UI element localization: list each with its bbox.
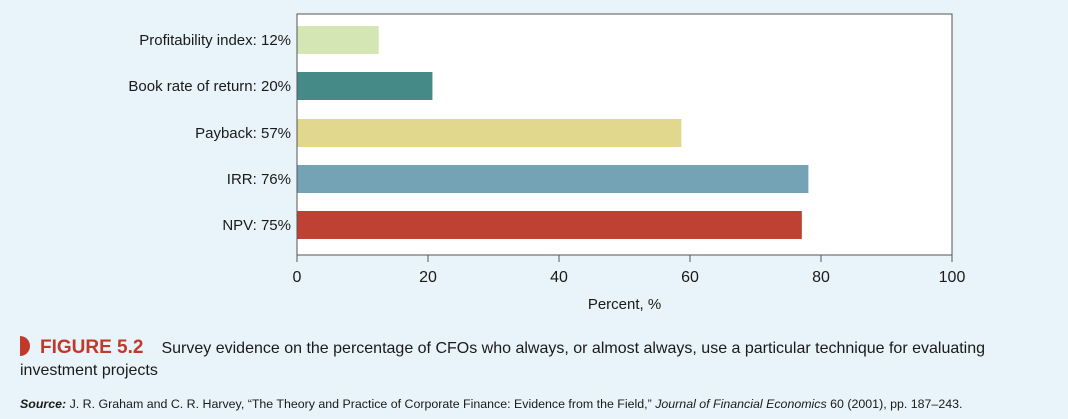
bar-2 <box>297 119 682 147</box>
category-label-1: Book rate of return: 20% <box>128 78 291 95</box>
x-axis-ticks: 0 20 40 60 80 100 <box>293 255 966 286</box>
x-tick-label-4: 80 <box>812 269 830 286</box>
category-label-4: NPV: 75% <box>222 217 291 234</box>
figure-number: FIGURE 5.2 <box>40 337 144 358</box>
source-label: Source: <box>20 397 67 411</box>
x-tick-label-3: 60 <box>681 269 699 286</box>
x-tick-label-0: 0 <box>293 269 302 286</box>
x-tick-label-2: 40 <box>550 269 568 286</box>
x-axis-title: Percent, % <box>588 296 661 313</box>
figure-caption: FIGURE 5.2 Survey evidence on the percent… <box>20 336 1050 382</box>
category-labels: Profitability index: 12% Book rate of ret… <box>128 32 291 234</box>
bar-chart: Profitability index: 12% Book rate of ret… <box>128 13 966 313</box>
figure-marker-icon <box>20 336 30 356</box>
category-label-2: Payback: 57% <box>195 125 291 142</box>
source-note: Source: J. R. Graham and C. R. Harvey, “… <box>20 397 1060 411</box>
bar-1 <box>297 72 433 100</box>
source-journal: Journal of Financial Economics <box>655 397 827 411</box>
caption-text: Survey evidence on the percentage of CFO… <box>20 340 986 379</box>
source-authors: J. R. Graham and C. R. Harvey, “The Theo… <box>69 397 652 411</box>
bar-0 <box>297 26 379 54</box>
bars <box>297 26 809 239</box>
bar-3 <box>297 165 809 193</box>
x-tick-label-1: 20 <box>419 269 437 286</box>
x-tick-label-5: 100 <box>939 269 966 286</box>
source-details: 60 (2001), pp. 187–243. <box>830 397 963 411</box>
bar-4 <box>297 211 802 239</box>
category-label-3: IRR: 76% <box>227 171 291 188</box>
category-label-0: Profitability index: 12% <box>139 32 291 49</box>
